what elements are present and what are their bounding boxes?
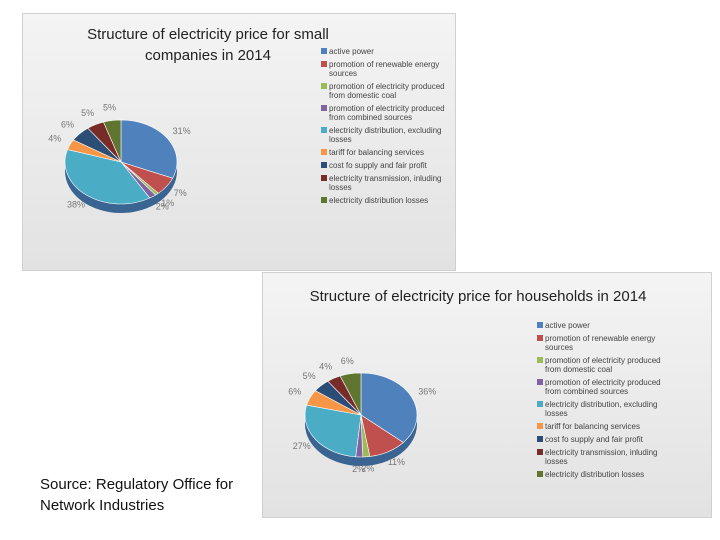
legend-swatch [537,322,543,328]
legend-label: tariff for balancing services [329,148,425,157]
legend-swatch [537,436,543,442]
pie-slice [304,404,362,458]
legend-item: electricity transmission, inluding losse… [537,448,677,466]
legend-item: electricity distribution, excluding loss… [321,126,453,144]
legend-item: promotion of electricity produced from d… [321,82,453,100]
data-label: 4% [319,362,332,372]
chart-panel: 31% 7% 1% 2% 38% 4% 6% 5% 5% Structure of electr… [22,13,456,271]
legend-swatch [321,162,327,168]
data-label: 6% [61,119,74,129]
chart-title: Structure of electricity price for house… [309,288,647,305]
legend-swatch [321,83,327,89]
pie-slice [339,372,362,416]
legend-swatch [321,197,327,203]
legend-label: promotion of electricity produced from c… [329,104,445,122]
legend-item: tariff for balancing services [321,148,453,157]
legend-item: promotion of renewable energy sources [321,60,453,78]
data-label: 2% [361,464,374,474]
legend-label: electricity transmission, inluding losse… [545,448,658,466]
pie-slice [120,119,178,179]
legend-item: tariff for balancing services [537,422,677,431]
legend-item: promotion of electricity produced from c… [321,104,453,122]
legend: active power promotion of renewable energ… [321,47,453,209]
legend-swatch [537,401,543,407]
legend-label: promotion of electricity produced from c… [545,378,661,396]
chart-panel: 36% 11% 2% 2% 27% 6% 5% 4% 6% Structure of elect… [262,272,712,518]
data-label: 7% [174,188,187,198]
data-label: 5% [81,108,94,118]
data-label: 38% [67,199,85,209]
data-label: 2% [156,201,169,211]
data-label: 5% [303,371,316,381]
source-note: Source: Regulatory Office for Network In… [40,476,234,514]
pie-slice [103,119,122,163]
data-label: 6% [341,356,354,366]
pie-slice [360,372,418,443]
legend-swatch [537,357,543,363]
legend-swatch [321,175,327,181]
legend-item: active power [321,47,453,56]
data-label: 36% [418,387,436,397]
data-label: 6% [288,387,301,397]
legend-item: promotion of renewable energy sources [537,334,677,352]
legend-swatch [321,127,327,133]
pie-slice [64,149,151,205]
pie-chart: 36%11%2%2%27%6%5%4%6% [288,356,436,474]
legend-label: active power [545,321,590,330]
legend: active power promotion of renewable energ… [537,321,677,483]
chart-title: Structure of electricity price for small… [87,26,329,64]
legend-item: electricity distribution losses [537,470,677,479]
legend-label: promotion of renewable energy sources [545,334,656,352]
legend-label: electricity distribution losses [329,196,429,205]
data-label: 27% [293,441,311,451]
legend-item: electricity distribution, excluding loss… [537,400,677,418]
data-label: 1% [161,198,174,208]
legend-swatch [321,105,327,111]
legend-swatch [537,379,543,385]
legend-item: active power [537,321,677,330]
legend-item: promotion of electricity produced from d… [537,356,677,374]
data-label: 5% [103,102,116,112]
legend-label: active power [329,47,374,56]
legend-label: cost fo supply and fair profit [329,161,427,170]
legend-item: cost fo supply and fair profit [537,435,677,444]
legend-swatch [537,449,543,455]
legend-label: tariff for balancing services [545,422,641,431]
legend-swatch [321,48,327,54]
legend-item: electricity distribution losses [321,196,453,205]
legend-label: promotion of electricity produced from d… [545,356,661,374]
legend-swatch [537,423,543,429]
legend-label: cost fo supply and fair profit [545,435,643,444]
legend-label: promotion of electricity produced from d… [329,82,445,100]
legend-swatch [537,335,543,341]
data-label: 31% [173,126,191,136]
legend-item: electricity transmission, inluding losse… [321,174,453,192]
data-label: 2% [352,464,365,474]
legend-item: cost fo supply and fair profit [321,161,453,170]
legend-label: electricity distribution losses [545,470,645,479]
data-label: 11% [388,457,405,467]
data-label: 4% [48,134,61,144]
legend-label: promotion of renewable energy sources [329,60,440,78]
legend-label: electricity distribution, excluding loss… [545,400,658,418]
legend-swatch [321,149,327,155]
legend-label: electricity transmission, inluding losse… [329,174,442,192]
legend-label: electricity distribution, excluding loss… [329,126,442,144]
pie-chart: 31% 7%1%2% 38% 4%6% 5% 5% [48,102,191,213]
legend-swatch [537,471,543,477]
legend-item: promotion of electricity produced from c… [537,378,677,396]
legend-swatch [321,61,327,67]
